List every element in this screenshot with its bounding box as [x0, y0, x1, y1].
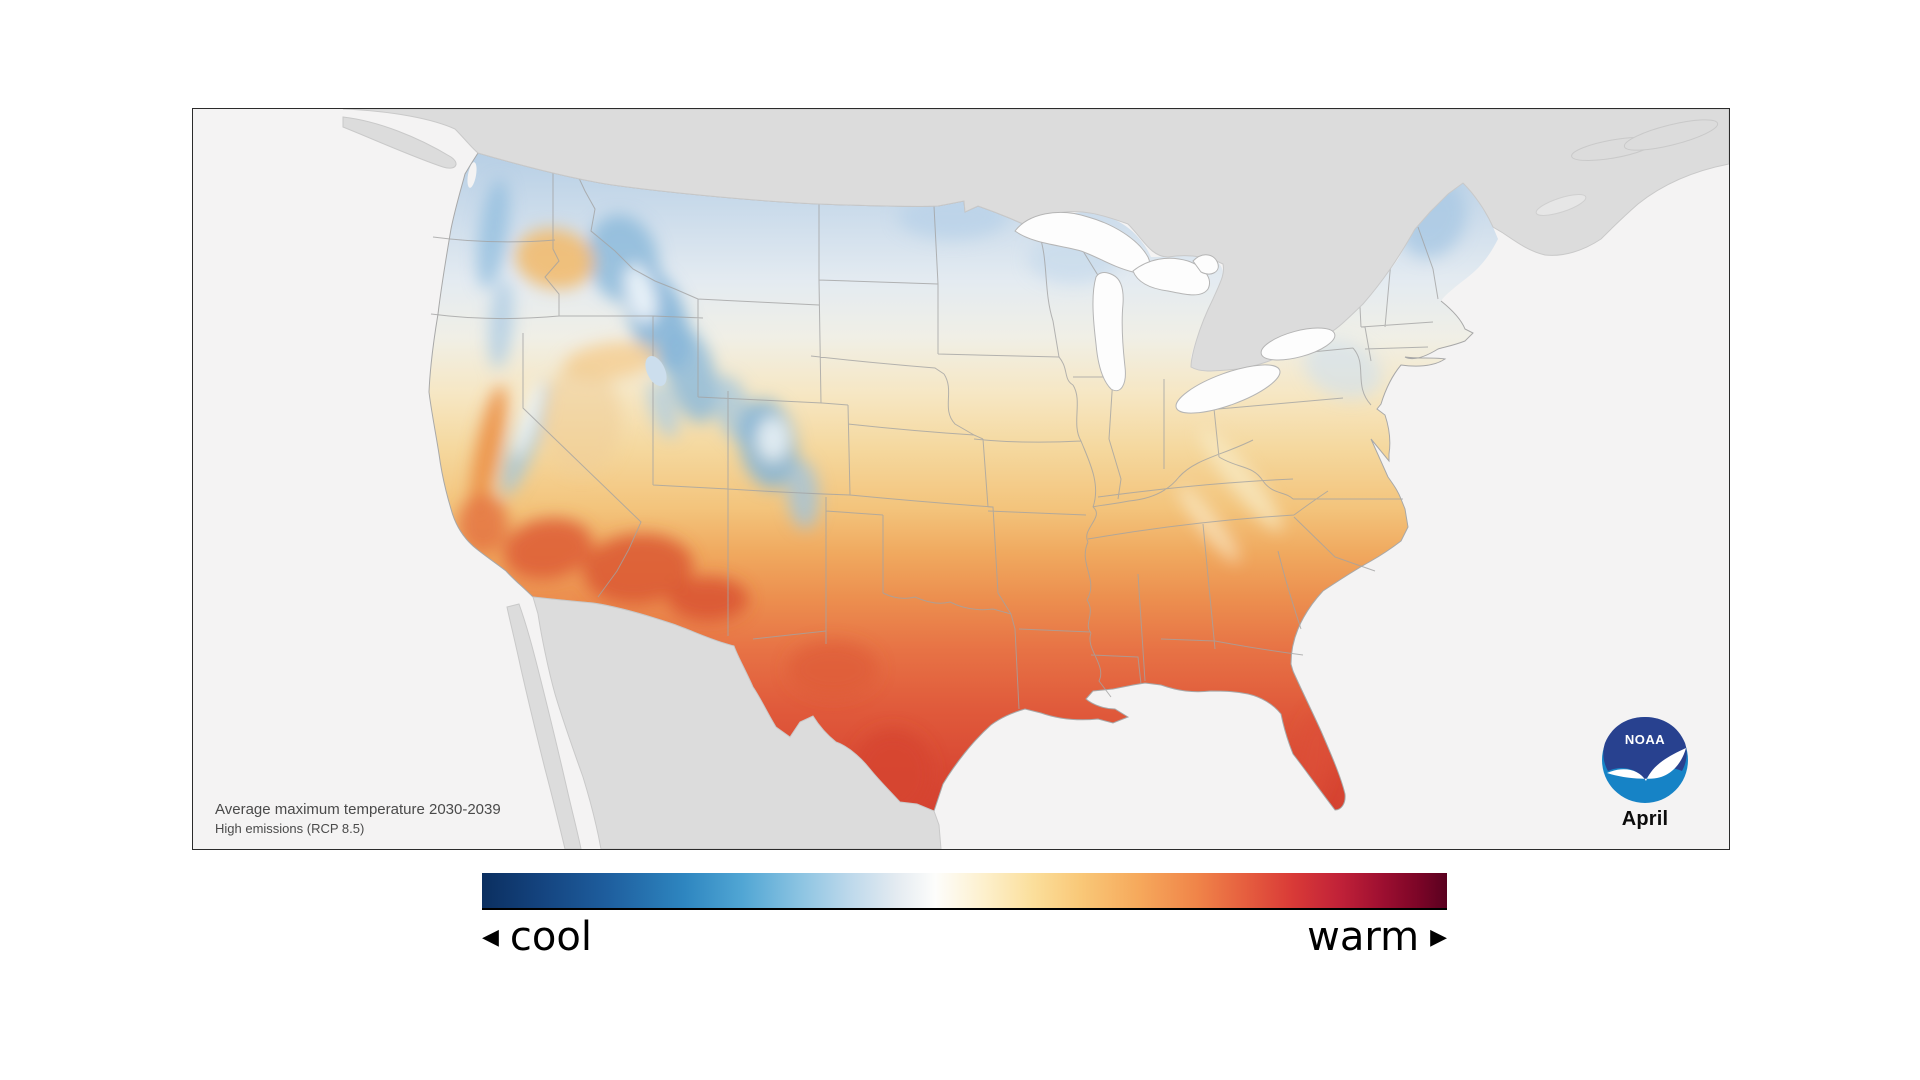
- caption-scenario: High emissions (RCP 8.5): [215, 821, 365, 836]
- mexico-land: [506, 596, 942, 849]
- legend-labels: ◀ cool warm ▶: [482, 908, 1447, 966]
- legend-cool: ◀ cool: [482, 914, 592, 960]
- cool-arrow-icon: ◀: [482, 925, 499, 950]
- legend-warm: warm ▶: [1307, 914, 1447, 960]
- warm-arrow-icon: ▶: [1430, 925, 1447, 950]
- month-label: April: [1621, 808, 1669, 830]
- state-borders: [430, 160, 1439, 710]
- great-lakes: [467, 162, 1336, 414]
- colorbar: [482, 873, 1447, 910]
- map-caption: Average maximum temperature 2030-2039 Hi…: [215, 800, 501, 837]
- caption-title: Average maximum temperature 2030-2039: [215, 801, 501, 818]
- climate-texture: [458, 179, 1467, 811]
- warm-label: warm: [1307, 914, 1420, 960]
- noaa-logo-block: NOAA April: [1589, 716, 1701, 831]
- canada-land: [342, 109, 1729, 372]
- noaa-logo-text: NOAA: [1625, 732, 1665, 747]
- us-temperature-map: [342, 109, 1729, 849]
- map-panel: Average maximum temperature 2030-2039 Hi…: [192, 108, 1730, 850]
- noaa-logo-icon: NOAA: [1602, 717, 1688, 803]
- cool-label: cool: [509, 914, 592, 960]
